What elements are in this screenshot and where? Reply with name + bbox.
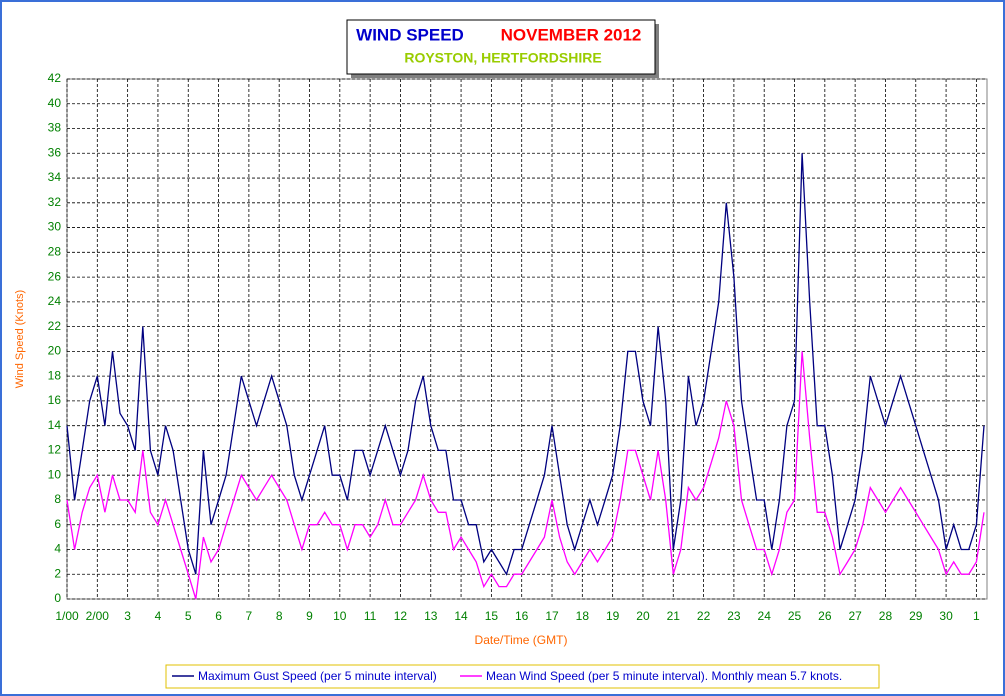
y-tick-label: 38 xyxy=(48,121,62,135)
y-tick-label: 16 xyxy=(48,393,62,407)
x-tick-label: 5 xyxy=(185,609,192,623)
y-tick-label: 20 xyxy=(48,344,62,358)
x-axis-label: Date/Time (GMT) xyxy=(475,633,568,647)
title-box xyxy=(346,19,656,75)
y-tick-label: 4 xyxy=(54,542,61,556)
y-tick-label: 36 xyxy=(48,145,62,159)
y-tick-label: 6 xyxy=(54,517,61,531)
legend-box xyxy=(165,664,880,689)
x-tick-label: 9 xyxy=(306,609,313,623)
x-tick-label: 30 xyxy=(939,609,953,623)
x-tick-label: 2/00 xyxy=(86,609,110,623)
y-tick-label: 40 xyxy=(48,96,62,110)
y-tick-label: 14 xyxy=(48,418,62,432)
y-tick-label: 10 xyxy=(48,467,62,481)
y-tick-label: 28 xyxy=(48,245,62,259)
x-tick-label: 19 xyxy=(606,609,620,623)
y-tick-label: 2 xyxy=(54,566,61,580)
y-tick-label: 26 xyxy=(48,269,62,283)
x-tick-label: 17 xyxy=(545,609,559,623)
legend-label: Mean Wind Speed (per 5 minute interval).… xyxy=(486,669,842,683)
x-tick-label: 4 xyxy=(155,609,162,623)
y-tick-label: 18 xyxy=(48,368,62,382)
x-tick-label: 1/00 xyxy=(55,609,79,623)
x-tick-label: 6 xyxy=(215,609,222,623)
x-tick-label: 10 xyxy=(333,609,347,623)
x-tick-label: 1 xyxy=(973,609,980,623)
chart-title-period: NOVEMBER 2012 xyxy=(501,25,642,44)
plot-area xyxy=(66,78,988,600)
x-tick-label: 14 xyxy=(454,609,468,623)
legend-label: Maximum Gust Speed (per 5 minute interva… xyxy=(198,669,437,683)
x-tick-label: 11 xyxy=(364,609,377,623)
y-tick-label: 8 xyxy=(54,492,61,506)
x-tick-label: 23 xyxy=(727,609,741,623)
x-tick-label: 22 xyxy=(697,609,711,623)
series-line xyxy=(66,153,985,576)
y-tick-label: 42 xyxy=(48,71,62,85)
x-tick-label: 20 xyxy=(636,609,650,623)
x-tick-label: 7 xyxy=(246,609,253,623)
chart-title: WIND SPEED xyxy=(356,25,464,44)
x-tick-label: 28 xyxy=(879,609,893,623)
x-tick-label: 8 xyxy=(276,609,283,623)
chart-subtitle: ROYSTON, HERTFORDSHIRE xyxy=(404,50,601,66)
x-tick-label: 25 xyxy=(788,609,802,623)
x-tick-label: 13 xyxy=(424,609,438,623)
y-tick-label: 22 xyxy=(48,319,62,333)
series-line xyxy=(66,351,985,600)
x-tick-label: 3 xyxy=(124,609,131,623)
x-tick-label: 18 xyxy=(576,609,590,623)
x-tick-label: 29 xyxy=(909,609,923,623)
x-tick-label: 15 xyxy=(485,609,499,623)
x-tick-label: 12 xyxy=(394,609,408,623)
x-tick-label: 16 xyxy=(515,609,529,623)
y-tick-label: 0 xyxy=(54,591,61,605)
y-tick-label: 12 xyxy=(48,443,62,457)
y-tick-label: 30 xyxy=(48,220,62,234)
x-tick-label: 24 xyxy=(758,609,772,623)
x-tick-label: 27 xyxy=(848,609,862,623)
y-tick-label: 34 xyxy=(48,170,62,184)
y-axis-label: Wind Speed (Knots) xyxy=(14,290,26,388)
x-tick-label: 21 xyxy=(667,609,681,623)
y-tick-label: 32 xyxy=(48,195,62,209)
x-tick-label: 26 xyxy=(818,609,832,623)
y-tick-label: 24 xyxy=(48,294,62,308)
